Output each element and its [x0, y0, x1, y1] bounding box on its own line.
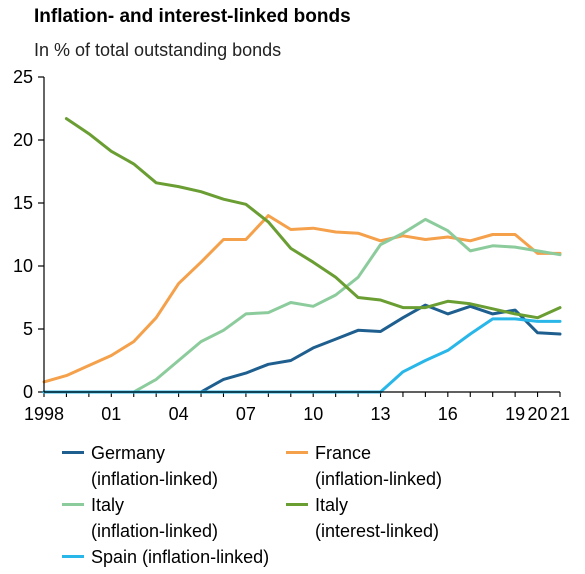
legend-swatch-italy-inflation — [62, 502, 84, 506]
x-tick-label: 1998 — [24, 404, 64, 424]
x-tick-label: 20 — [528, 404, 548, 424]
y-tick-label: 20 — [13, 130, 33, 150]
legend-label: Italy — [315, 495, 349, 515]
x-tick-label: 10 — [303, 404, 323, 424]
legend-italy-interest: Italy (interest-linked) — [286, 492, 439, 544]
x-tick-label: 07 — [236, 404, 256, 424]
y-tick-label: 15 — [13, 193, 33, 213]
y-tick-label: 25 — [13, 67, 33, 87]
legend-label: France — [315, 443, 372, 463]
x-tick-label: 04 — [169, 404, 189, 424]
legend-swatch-italy-interest — [286, 502, 308, 506]
legend-label-sub: (inflation-linked) — [91, 521, 219, 541]
x-tick-label: 13 — [371, 404, 391, 424]
y-tick-label: 0 — [23, 382, 33, 402]
series-line-france — [42, 214, 562, 384]
x-tick-label: 21 — [550, 404, 570, 424]
legend-label-sub: (interest-linked) — [315, 521, 440, 541]
y-tick-label: 5 — [23, 319, 33, 339]
legend-label-sub: (inflation-linked) — [315, 469, 443, 489]
y-tick-label: 10 — [13, 256, 33, 276]
chart-subtitle: In % of total outstanding bonds — [34, 40, 282, 60]
legend-italy-inflation: Italy (inflation-linked) — [62, 492, 218, 544]
legend-label: Germany — [91, 443, 166, 463]
legend-swatch-germany — [62, 450, 84, 454]
series-line-italy-interest — [64, 117, 562, 320]
x-tick-label: 01 — [101, 404, 121, 424]
x-tick-label: 16 — [438, 404, 458, 424]
x-tick-label: 19 — [505, 404, 525, 424]
chart-title: Inflation- and interest-linked bonds — [34, 6, 351, 27]
legend-label: Spain (inflation-linked) — [91, 547, 270, 567]
legend-swatch-spain — [62, 554, 84, 558]
legend-france: France (inflation-linked) — [286, 440, 442, 492]
legend-label-sub: (inflation-linked) — [91, 469, 219, 489]
legend-swatch-france — [286, 450, 308, 454]
legend-spain: Spain (inflation-linked) — [62, 544, 269, 570]
legend-germany: Germany (inflation-linked) — [62, 440, 218, 492]
legend-label: Italy — [91, 495, 125, 515]
